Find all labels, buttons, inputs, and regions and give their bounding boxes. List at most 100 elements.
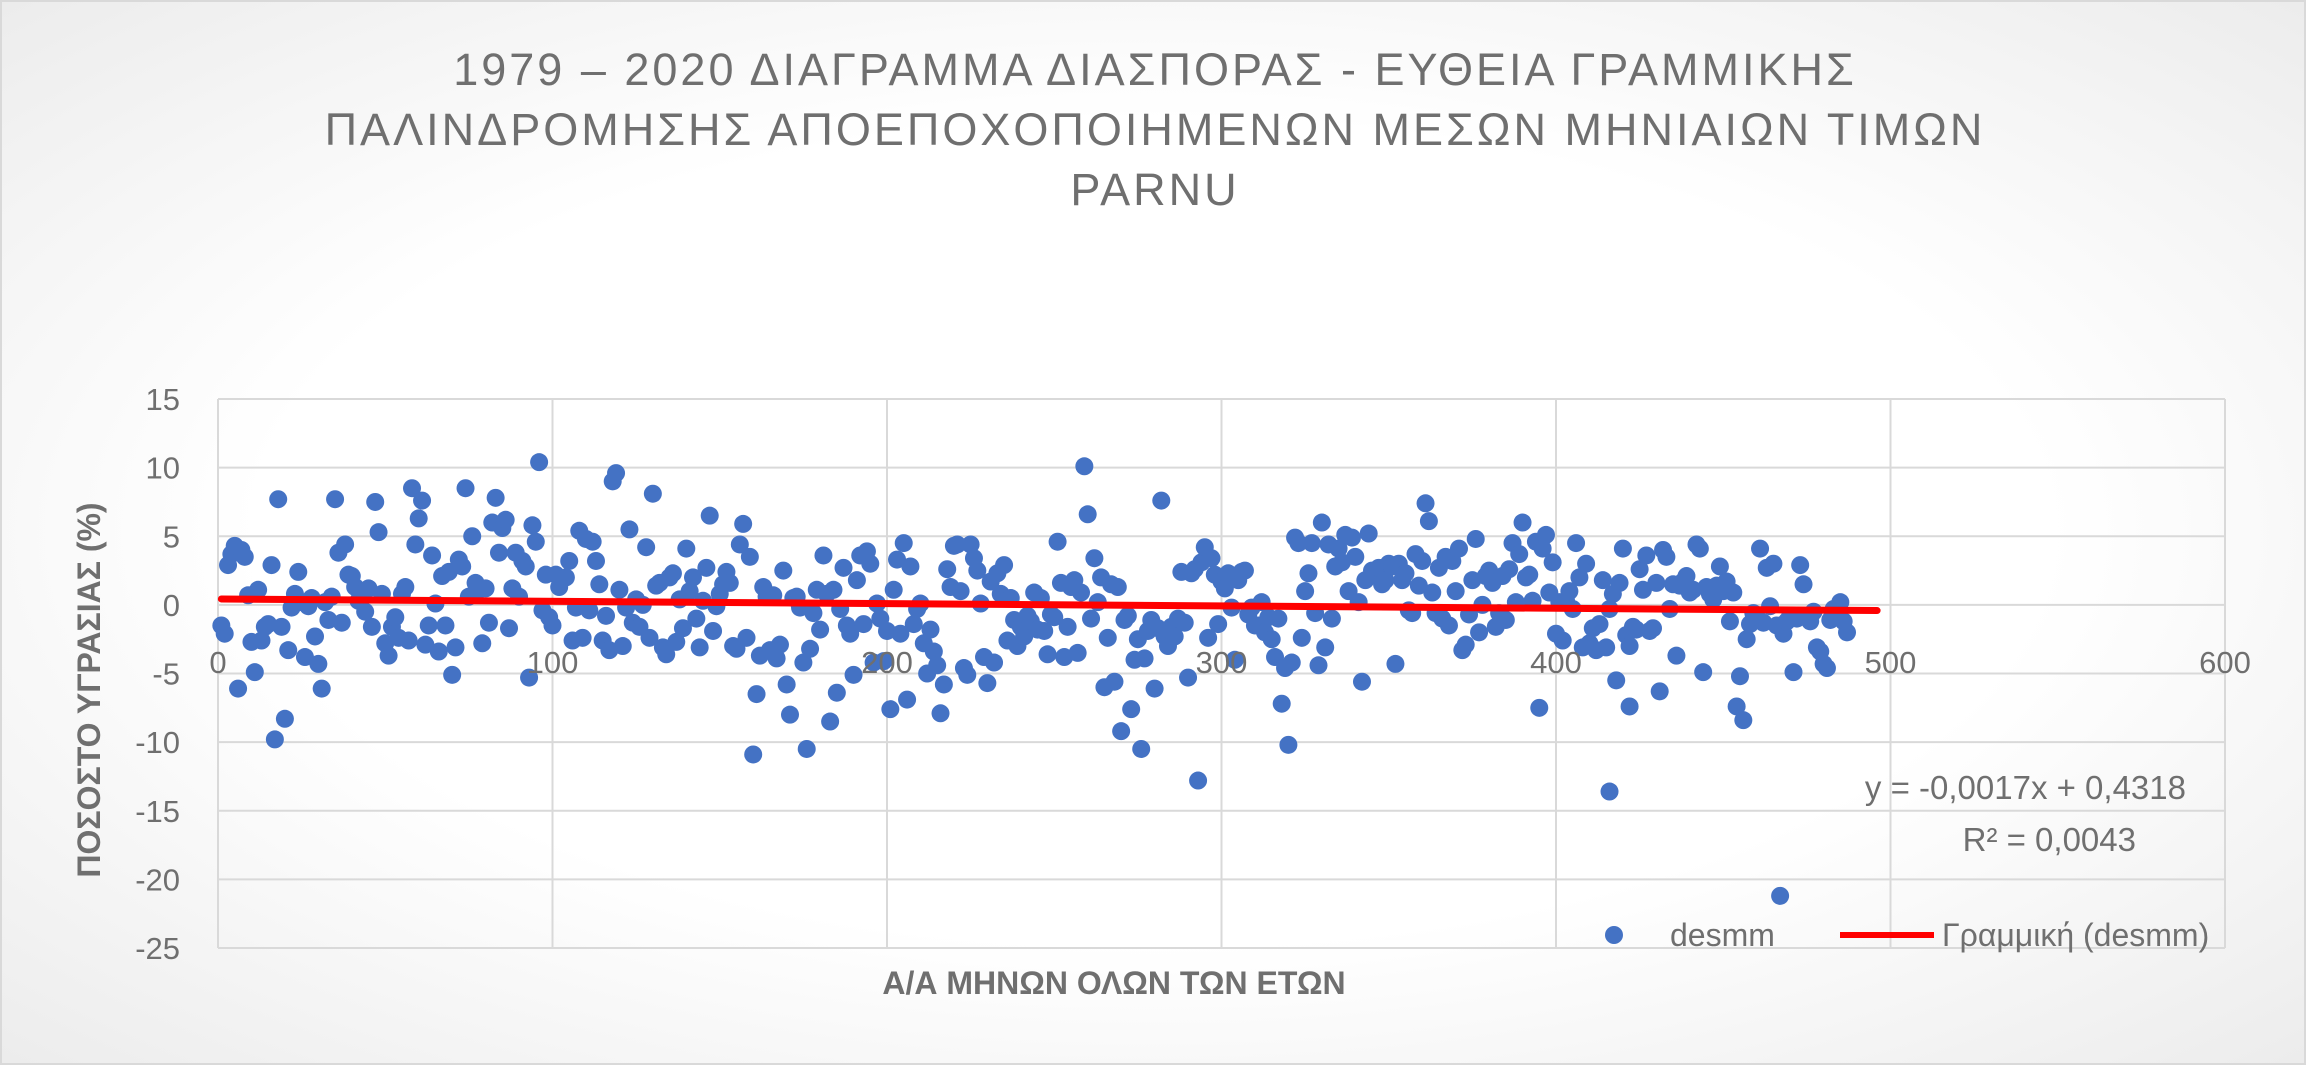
data-point (1644, 619, 1663, 638)
data-point (1112, 722, 1131, 741)
data-point (1272, 694, 1291, 713)
data-point (1794, 575, 1813, 594)
data-point (1449, 539, 1468, 558)
data-point (1496, 610, 1515, 629)
y-axis-title: ΠΟΣΟΣΤΟ ΥΓΡΑΣΙΑΣ (%) (71, 502, 107, 877)
y-tick-label: 5 (163, 519, 180, 554)
data-point (413, 491, 432, 510)
data-point (834, 558, 853, 577)
data-point (1543, 553, 1562, 572)
data-point (1346, 547, 1365, 566)
data-point (1075, 457, 1094, 476)
data-point (770, 635, 789, 654)
data-point (530, 453, 549, 472)
data-point (613, 637, 632, 656)
data-point (279, 641, 298, 660)
data-point (921, 620, 940, 639)
y-tick-label: -25 (135, 931, 180, 966)
data-point (295, 648, 314, 667)
data-point (597, 606, 616, 625)
data-point (496, 510, 515, 529)
data-point (610, 580, 629, 599)
data-point (854, 615, 873, 634)
data-point (1108, 578, 1127, 597)
data-point (995, 556, 1014, 575)
data-point (774, 561, 793, 580)
data-point (1577, 554, 1596, 573)
data-point (841, 624, 860, 643)
data-point (1446, 582, 1465, 601)
data-point (403, 479, 422, 498)
data-point (1299, 564, 1318, 583)
data-point (1831, 593, 1850, 612)
data-point (667, 632, 686, 651)
data-point (265, 730, 284, 749)
data-point (720, 573, 739, 592)
data-point (1386, 654, 1405, 673)
data-point (369, 523, 388, 542)
data-point (1105, 672, 1124, 691)
data-point (814, 546, 833, 565)
data-point (777, 675, 796, 694)
data-point (1015, 627, 1034, 646)
data-point (1045, 608, 1064, 627)
data-point (901, 557, 920, 576)
data-point (262, 556, 281, 575)
data-point (1647, 573, 1666, 592)
legend-label-desmm: desmm (1670, 917, 1775, 953)
data-point (1296, 582, 1315, 601)
data-point (951, 582, 970, 601)
data-point (446, 638, 465, 657)
data-point (904, 615, 923, 634)
y-tick-label: 15 (146, 382, 180, 417)
data-point (767, 649, 786, 668)
data-point (607, 464, 626, 483)
data-point (249, 580, 268, 599)
data-point (1352, 672, 1371, 691)
data-point (740, 547, 759, 566)
data-point (1329, 539, 1348, 558)
data-point (1684, 580, 1703, 599)
data-points (212, 453, 1857, 905)
data-point (1637, 546, 1656, 565)
data-point (1567, 534, 1586, 553)
chart-title-line-2: ΠΑΛΙΝΔΡΟΜΗΣΗΣ ΑΠΟΕΠΟΧΟΠΟΙΗΜΕΝΩΝ ΜΕΣΩΝ ΜΗ… (324, 104, 1986, 155)
data-point (961, 535, 980, 554)
data-point (1179, 668, 1198, 687)
data-point (419, 616, 438, 635)
data-point (1118, 606, 1137, 625)
data-point (1500, 560, 1519, 579)
y-axis-ticks: 15 10 5 0 -5 -10 -15 -20 -25 (135, 382, 180, 966)
data-point (697, 558, 716, 577)
data-point (1690, 539, 1709, 558)
data-point (1727, 697, 1746, 716)
data-point (1560, 582, 1579, 601)
data-point (968, 561, 987, 580)
data-point (399, 631, 418, 650)
data-point (1189, 771, 1208, 790)
data-point (1202, 549, 1221, 568)
data-point (556, 568, 575, 587)
data-point (1597, 638, 1616, 657)
data-point (252, 631, 271, 650)
data-point (734, 514, 753, 533)
data-point (409, 509, 428, 528)
data-point (673, 619, 692, 638)
data-point (657, 645, 676, 664)
x-tick-label: 200 (861, 645, 913, 680)
data-point (1720, 612, 1739, 631)
data-point (1530, 698, 1549, 717)
data-point (1199, 628, 1218, 647)
data-point (406, 535, 425, 554)
data-point (1122, 700, 1141, 719)
data-point (319, 610, 338, 629)
trendline-group (217, 595, 1881, 615)
data-point (215, 624, 234, 643)
data-point (928, 656, 947, 675)
data-point (476, 579, 495, 598)
data-point (1730, 667, 1749, 686)
data-point (1754, 613, 1773, 632)
data-point (744, 745, 763, 764)
data-point (1078, 505, 1097, 524)
data-point (1667, 646, 1686, 665)
